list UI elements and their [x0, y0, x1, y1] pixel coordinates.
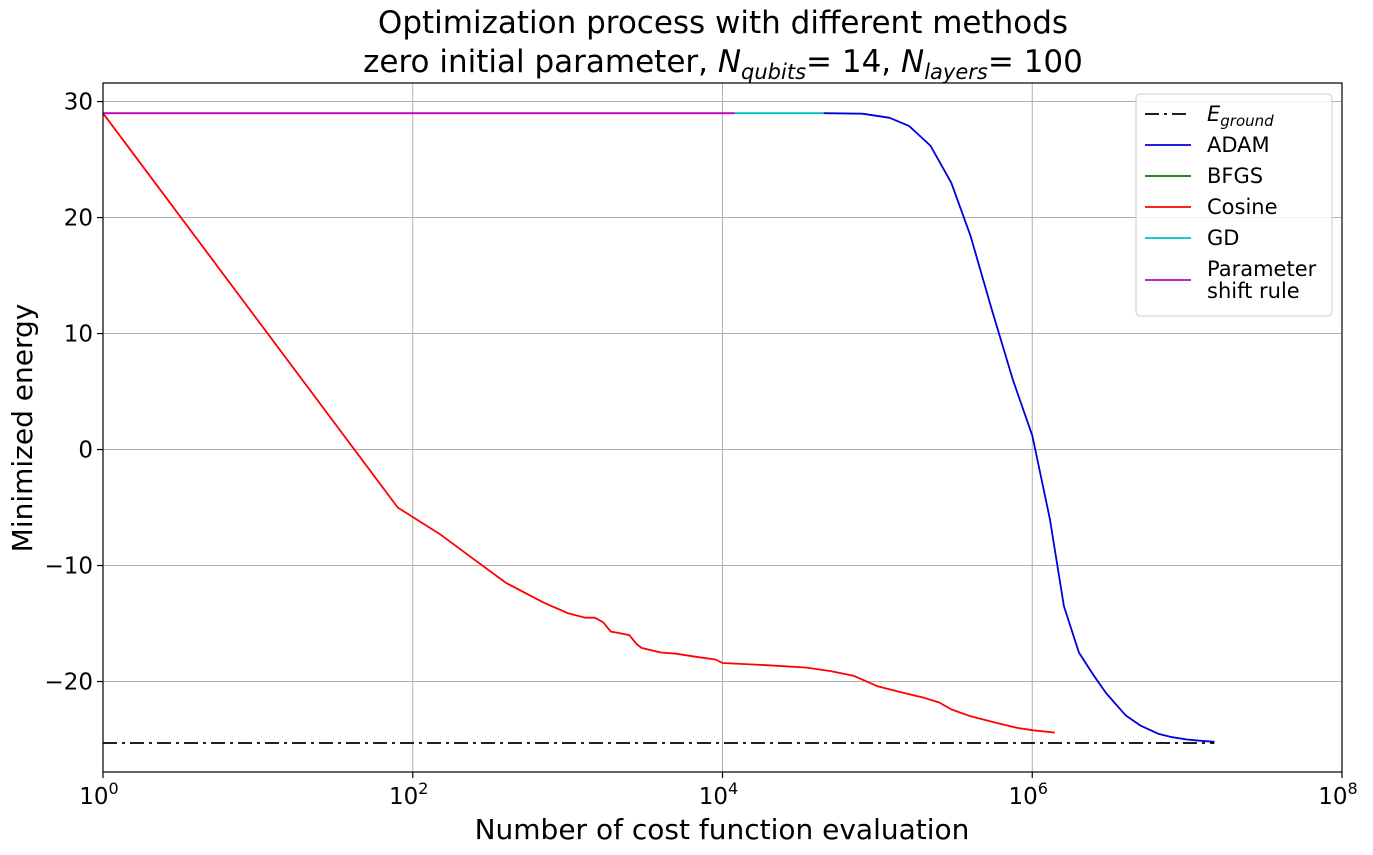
- chart-title-line1: Optimization process with different meth…: [378, 5, 1068, 41]
- series-line-cosine: [102, 112, 1055, 734]
- y-tick-label: 0: [78, 438, 93, 464]
- chart-title-nl: N: [901, 44, 924, 80]
- y-tick-label: 30: [64, 90, 93, 116]
- legend-label-parameter-shift-rule: shift rule: [1207, 279, 1300, 303]
- series-line-adam: [823, 112, 1215, 743]
- x-axis-label: Number of cost function evaluation: [475, 813, 970, 846]
- chart-title-nq-value: = 14,: [806, 44, 901, 80]
- legend-label-e-ground: Eground: [1207, 102, 1274, 130]
- y-tick-label: 10: [64, 322, 93, 348]
- y-tick-label: −10: [44, 554, 93, 580]
- x-tick-label: 106: [1009, 779, 1048, 810]
- x-tick-label: 104: [699, 779, 738, 810]
- legend-label-gd: GD: [1207, 226, 1239, 250]
- legend-label-adam: ADAM: [1207, 133, 1270, 157]
- legend-box: [1135, 93, 1333, 317]
- x-tick-label: 100: [79, 779, 118, 810]
- series-lines: [102, 112, 1215, 744]
- chart-title-line2: zero initial parameter, Nqubits= 14, Nla…: [363, 44, 1083, 84]
- legend-label-bfgs: BFGS: [1207, 164, 1263, 188]
- chart-title-nq-sub: qubits: [741, 60, 806, 84]
- y-axis-label: Minimized energy: [6, 304, 39, 553]
- chart-title-nl-value: = 100: [988, 44, 1083, 80]
- legend-label-parameter-shift-rule: Parameter: [1207, 257, 1317, 281]
- y-tick-label: −20: [44, 670, 93, 696]
- chart-title-nl-sub: layers: [924, 60, 988, 84]
- chart-title-nq: N: [718, 44, 741, 80]
- legend-label-cosine: Cosine: [1207, 195, 1278, 219]
- x-tick-label: 108: [1318, 779, 1357, 810]
- y-tick-label: 20: [64, 206, 93, 232]
- x-tick-label: 102: [389, 779, 428, 810]
- chart-title-prefix: zero initial parameter,: [363, 44, 718, 80]
